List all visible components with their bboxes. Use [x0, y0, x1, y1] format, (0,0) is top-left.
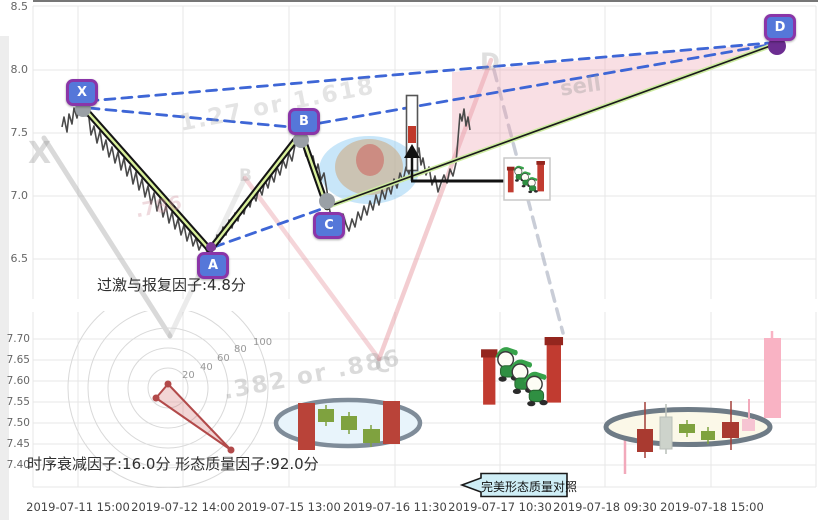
left-edge-strip [0, 36, 9, 520]
xtick-2: 2019-07-15 13:00 [237, 500, 341, 514]
radar-tick-60: 60 [217, 353, 230, 364]
dashed-guide-lines [86, 41, 771, 249]
xtick-5: 2019-07-18 09:30 [553, 500, 657, 514]
radar-tick-80: 80 [234, 344, 247, 355]
xtick-1: 2019-07-12 14:00 [131, 500, 235, 514]
pattern-label-x: X [66, 79, 98, 106]
ytick-top-0: 8.5 [10, 0, 29, 13]
radar-chart [67, 311, 269, 488]
ytick-bottom-6: 7.40 [6, 459, 30, 471]
xtick-0: 2019-07-11 15:00 [26, 500, 130, 514]
ytick-top-2: 7.5 [10, 126, 29, 139]
xtick-6: 2019-07-18 15:00 [660, 500, 764, 514]
ytick-bottom-4: 7.50 [6, 417, 30, 429]
xtick-4: 2019-07-17 10:30 [448, 500, 552, 514]
ytick-top-4: 6.5 [10, 252, 29, 265]
radar-tick-20: 20 [182, 370, 195, 381]
watermark-letter-b: B [239, 166, 252, 186]
compare-badge-arrow-shape[interactable] [459, 472, 568, 498]
pattern-label-c: C [313, 212, 345, 239]
ytick-bottom-3: 7.55 [6, 396, 30, 408]
annotation-arrow [404, 144, 508, 183]
ytick-bottom-2: 7.60 [6, 375, 30, 387]
overreaction-factor-note: 过激与报复因子:4.8分 [97, 276, 246, 294]
bullseye-marker [319, 136, 419, 204]
projected-pink-candle [764, 331, 781, 418]
ytick-bottom-0: 7.70 [6, 333, 30, 345]
ytick-top-1: 8.0 [10, 63, 29, 76]
watermark-letter-c: C [375, 353, 391, 377]
watermark-letter-d: D [480, 48, 500, 76]
xtick-3: 2019-07-16 11:30 [343, 500, 447, 514]
runners-cartoon-large [481, 337, 563, 406]
radar-tick-40: 40 [200, 362, 213, 373]
compare-badge-label[interactable]: 完美形态质量对照 [481, 480, 578, 494]
ytick-top-3: 7.0 [10, 189, 29, 202]
radar-tick-100: 100 [253, 337, 273, 348]
ytick-bottom-5: 7.45 [6, 438, 30, 450]
pattern-label-a: A [197, 252, 229, 279]
pattern-label-b: B [288, 108, 320, 135]
watermark-letter-x: X [28, 136, 52, 171]
candle-group-middle [273, 397, 423, 450]
ytick-bottom-1: 7.65 [6, 354, 30, 366]
decay-quality-factor-note: 时序衰减因子:16.0分 形态质量因子:92.0分 [27, 455, 319, 473]
pattern-legs [79, 42, 776, 256]
candle-group-right [603, 399, 773, 474]
pattern-label-d: D [764, 14, 796, 41]
